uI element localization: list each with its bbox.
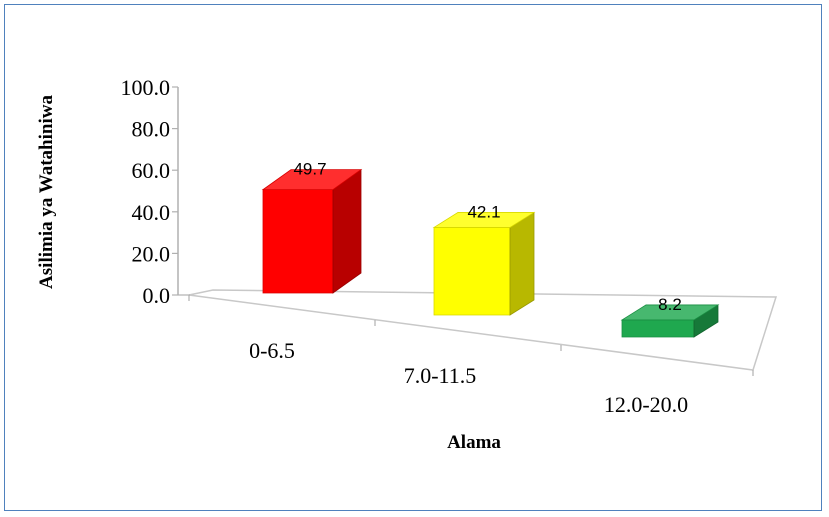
y-tick-label: 20.0: [132, 241, 171, 266]
data-label: 49.7: [293, 160, 326, 179]
data-label: 8.2: [658, 295, 682, 314]
y-tick-label: 60.0: [132, 158, 171, 183]
bar-front: [433, 227, 511, 316]
chart-floor: [188, 289, 778, 376]
y-tick-label: 40.0: [132, 200, 171, 225]
bar-side: [332, 168, 362, 294]
bar-top: [620, 304, 720, 321]
bars: [261, 168, 720, 338]
bar-front: [621, 319, 695, 338]
x-tick-label: 0-6.5: [249, 338, 295, 363]
x-tick-label: 12.0-20.0: [604, 392, 688, 417]
x-axis-title: Alama: [447, 432, 501, 453]
x-tick-label: 7.0-11.5: [404, 363, 477, 388]
bar-top: [261, 169, 363, 191]
y-tick-label: 100.0: [121, 75, 171, 100]
chart-frame: [4, 4, 822, 511]
floor-outline: [188, 289, 778, 371]
bar-front: [262, 189, 334, 294]
bar-top: [432, 212, 536, 228]
y-axis: 0.0 20.0 40.0 60.0 80.0 100.0: [121, 75, 190, 308]
y-axis-title: Asilimia ya Watahiniwa: [36, 95, 57, 289]
bar-side: [509, 211, 535, 316]
data-label: 42.1: [467, 202, 500, 221]
y-tick-label: 0.0: [143, 283, 171, 308]
y-tick-label: 80.0: [132, 117, 171, 142]
labels: 49.7 0-6.5 42.1 7.0-11.5 8.2 12.0-20.0: [249, 160, 688, 417]
